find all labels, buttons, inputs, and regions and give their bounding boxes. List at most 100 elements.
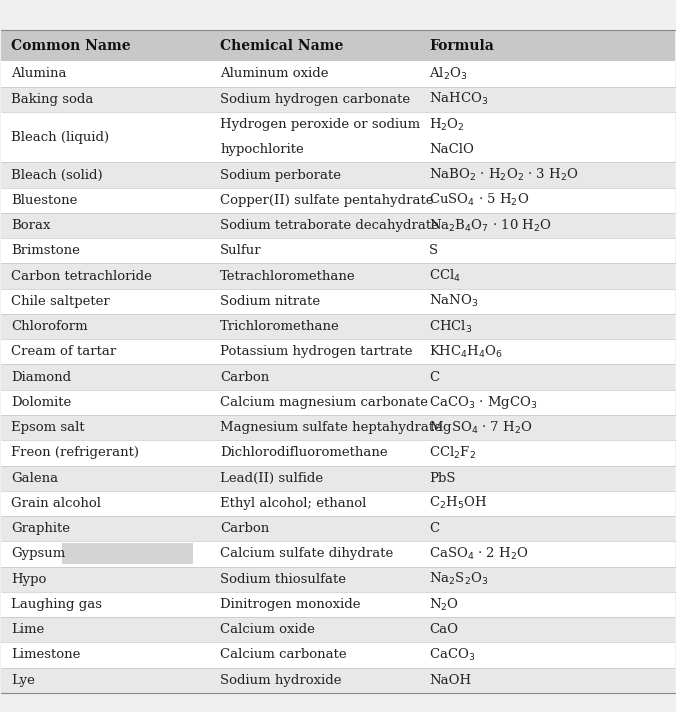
Text: Carbon: Carbon [220,371,270,384]
Text: Freon (refrigerant): Freon (refrigerant) [11,446,139,459]
Text: Limestone: Limestone [11,649,81,661]
Text: NaNO$_3$: NaNO$_3$ [429,293,478,310]
Text: Epsom salt: Epsom salt [11,421,85,434]
Bar [1,61,675,87]
Text: Carbon: Carbon [220,522,270,535]
Text: Formula: Formula [429,38,493,53]
Text: Ethyl alcohol; ethanol: Ethyl alcohol; ethanol [220,497,366,510]
Text: Sodium perborate: Sodium perborate [220,169,341,182]
Text: Calcium oxide: Calcium oxide [220,623,315,637]
Text: Chile saltpeter: Chile saltpeter [11,295,110,308]
Bar [1,162,675,188]
Text: Dichlorodifluoromethane: Dichlorodifluoromethane [220,446,388,459]
Text: Sodium hydroxide: Sodium hydroxide [220,674,341,687]
Text: Calcium magnesium carbonate: Calcium magnesium carbonate [220,396,428,409]
Text: CCl$_4$: CCl$_4$ [429,268,461,284]
Text: Laughing gas: Laughing gas [11,598,103,611]
Text: H$_2$O$_2$: H$_2$O$_2$ [429,117,464,132]
Text: PbS: PbS [429,471,456,485]
Text: Alumina: Alumina [11,68,67,80]
Text: KHC$_4$H$_4$O$_6$: KHC$_4$H$_4$O$_6$ [429,344,503,360]
Bar [1,339,675,365]
Text: C: C [429,522,439,535]
Text: CaCO$_3$ · MgCO$_3$: CaCO$_3$ · MgCO$_3$ [429,394,537,411]
Bar [1,668,675,693]
Text: Sulfur: Sulfur [220,244,262,257]
Text: Grain alcohol: Grain alcohol [11,497,101,510]
Bar [62,543,193,565]
Text: Na$_2$B$_4$O$_7$ · 10 H$_2$O: Na$_2$B$_4$O$_7$ · 10 H$_2$O [429,217,552,234]
Bar [1,213,675,239]
Text: Sodium nitrate: Sodium nitrate [220,295,320,308]
Text: Na$_2$S$_2$O$_3$: Na$_2$S$_2$O$_3$ [429,571,488,587]
Text: Calcium sulfate dihydrate: Calcium sulfate dihydrate [220,548,393,560]
Text: NaBO$_2$ · H$_2$O$_2$ · 3 H$_2$O: NaBO$_2$ · H$_2$O$_2$ · 3 H$_2$O [429,167,579,183]
Text: Al$_2$O$_3$: Al$_2$O$_3$ [429,66,467,82]
Text: Chemical Name: Chemical Name [220,38,343,53]
Text: NaOH: NaOH [429,674,471,687]
Text: S: S [429,244,438,257]
Text: Bleach (liquid): Bleach (liquid) [11,130,110,144]
Text: Hypo: Hypo [11,572,47,586]
Text: MgSO$_4$ · 7 H$_2$O: MgSO$_4$ · 7 H$_2$O [429,419,533,436]
Bar [1,188,675,213]
Text: CaSO$_4$ · 2 H$_2$O: CaSO$_4$ · 2 H$_2$O [429,546,529,562]
Text: CaCO$_3$: CaCO$_3$ [429,647,475,663]
Text: CCl$_2$F$_2$: CCl$_2$F$_2$ [429,445,476,461]
Text: Carbon tetrachloride: Carbon tetrachloride [11,270,152,283]
Bar [1,288,675,314]
Text: Copper(II) sulfate pentahydrate: Copper(II) sulfate pentahydrate [220,194,434,206]
Text: N$_2$O: N$_2$O [429,597,459,612]
Text: Magnesium sulfate heptahydrate: Magnesium sulfate heptahydrate [220,421,442,434]
Bar [1,415,675,440]
Bar [1,263,675,288]
Text: hypochlorite: hypochlorite [220,143,304,156]
Text: Aluminum oxide: Aluminum oxide [220,68,329,80]
Text: Sodium thiosulfate: Sodium thiosulfate [220,572,346,586]
Bar [1,617,675,642]
Text: Trichloromethane: Trichloromethane [220,320,340,333]
Text: Galena: Galena [11,471,59,485]
Text: Dinitrogen monoxide: Dinitrogen monoxide [220,598,361,611]
Text: Calcium carbonate: Calcium carbonate [220,649,347,661]
Bar [1,592,675,617]
Text: Dolomite: Dolomite [11,396,72,409]
Text: Diamond: Diamond [11,371,72,384]
Text: CaO: CaO [429,623,458,637]
Text: Graphite: Graphite [11,522,70,535]
Text: Chloroform: Chloroform [11,320,88,333]
Text: Common Name: Common Name [11,38,131,53]
Bar [1,440,675,466]
Text: NaHCO$_3$: NaHCO$_3$ [429,91,488,108]
Bar [1,389,675,415]
Text: Bluestone: Bluestone [11,194,78,206]
Text: CHCl$_3$: CHCl$_3$ [429,318,473,335]
Bar [1,567,675,592]
Text: Gypsum: Gypsum [11,548,66,560]
Text: Brimstone: Brimstone [11,244,80,257]
Bar [1,491,675,516]
Text: C$_2$H$_5$OH: C$_2$H$_5$OH [429,496,487,511]
Bar [1,239,675,263]
Text: Tetrachloromethane: Tetrachloromethane [220,270,356,283]
Text: Cream of tartar: Cream of tartar [11,345,117,358]
Bar [1,112,675,162]
Text: C: C [429,371,439,384]
Text: Bleach (solid): Bleach (solid) [11,169,103,182]
Text: Baking soda: Baking soda [11,93,94,105]
Bar [1,314,675,339]
Bar [1,541,675,567]
Text: Lye: Lye [11,674,35,687]
Text: NaClO: NaClO [429,143,474,156]
Bar [1,365,675,389]
Text: Lime: Lime [11,623,45,637]
Text: Lead(II) sulfide: Lead(II) sulfide [220,471,323,485]
Text: Sodium hydrogen carbonate: Sodium hydrogen carbonate [220,93,410,105]
Bar [1,87,675,112]
Text: Hydrogen peroxide or sodium: Hydrogen peroxide or sodium [220,118,420,131]
Text: Sodium tetraborate decahydrate: Sodium tetraborate decahydrate [220,219,439,232]
Text: CuSO$_4$ · 5 H$_2$O: CuSO$_4$ · 5 H$_2$O [429,192,529,209]
Text: Borax: Borax [11,219,51,232]
Bar [1,30,675,61]
Bar [1,466,675,491]
